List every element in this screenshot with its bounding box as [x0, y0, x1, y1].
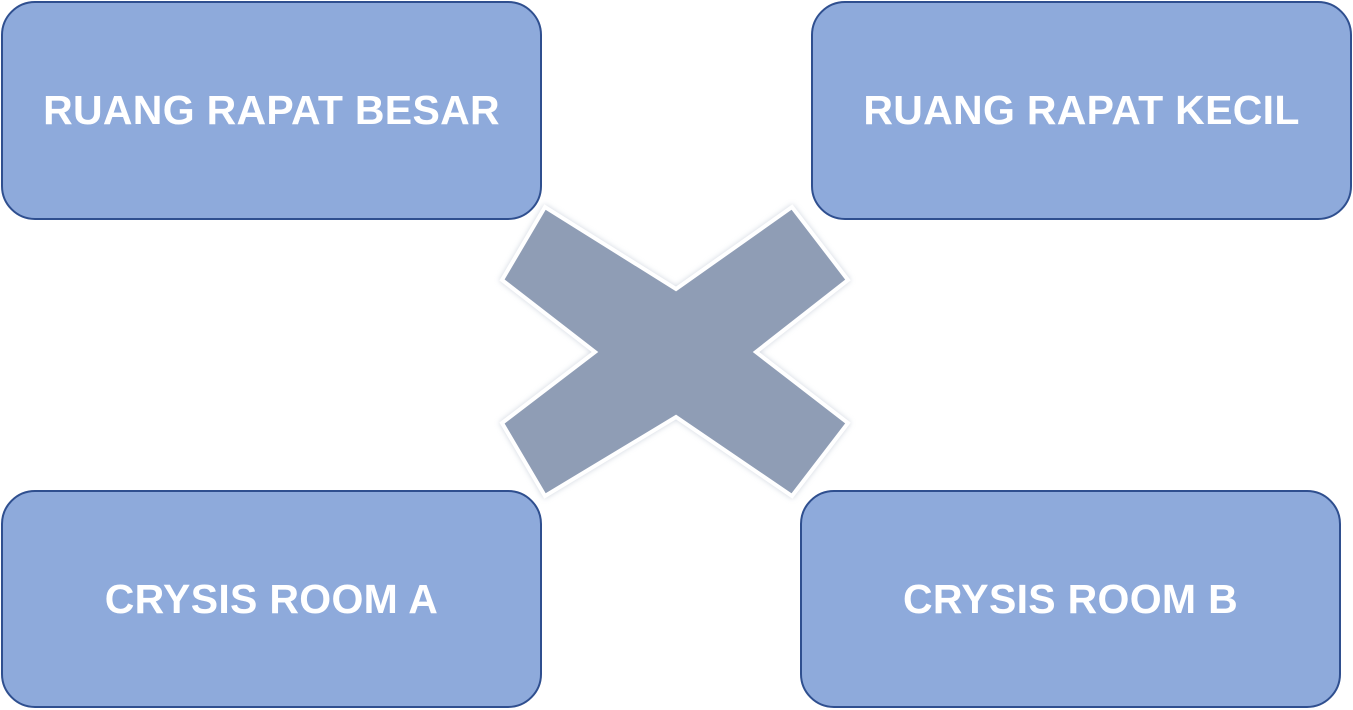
room-label: RUANG RAPAT KECIL [863, 87, 1300, 133]
room-box-ruang-rapat-kecil: RUANG RAPAT KECIL [811, 1, 1352, 220]
room-box-ruang-rapat-besar: RUANG RAPAT BESAR [1, 1, 542, 220]
room-label: CRYSIS ROOM B [903, 575, 1238, 622]
room-label: RUANG RAPAT BESAR [43, 87, 500, 133]
cross-x-shape [499, 204, 851, 499]
room-box-crysis-room-a: CRYSIS ROOM A [1, 490, 542, 708]
room-box-crysis-room-b: CRYSIS ROOM B [800, 490, 1341, 708]
room-label: CRYSIS ROOM A [104, 575, 439, 622]
cross-x-icon [499, 204, 851, 499]
